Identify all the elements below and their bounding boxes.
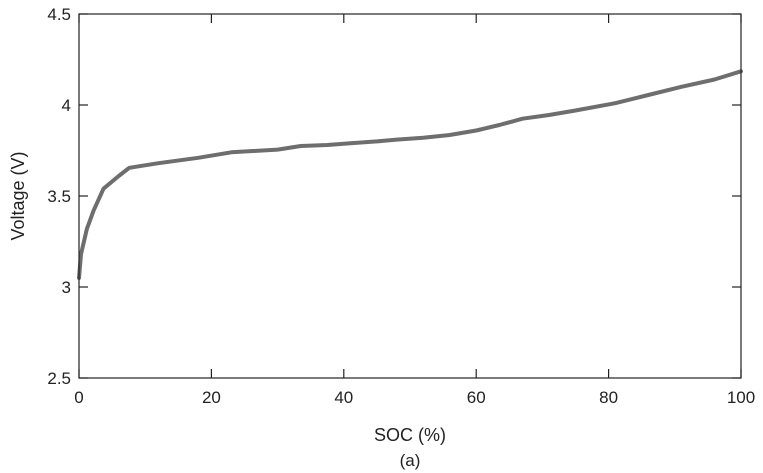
x-tick-label: 60	[467, 388, 486, 407]
plot-frame	[78, 13, 742, 379]
y-tick-label: 3	[62, 278, 71, 297]
y-axis-title: Voltage (V)	[8, 151, 28, 240]
y-tick-label: 4.5	[47, 5, 71, 24]
series-line-voltage	[77, 69, 743, 280]
figure-caption: (a)	[400, 451, 421, 470]
x-tick-label: 20	[202, 388, 221, 407]
y-tick-label: 4	[62, 96, 71, 115]
x-tick-labels: 0 20 40 60 80 100	[74, 388, 755, 407]
axis-ticks	[78, 13, 742, 379]
y-tick-label: 2.5	[47, 369, 71, 388]
x-tick-label: 0	[74, 388, 83, 407]
x-tick-label: 100	[727, 388, 755, 407]
y-tick-label: 3.5	[47, 187, 71, 206]
y-tick-labels: 2.5 3 3.5 4 4.5	[47, 5, 71, 388]
x-tick-label: 80	[599, 388, 618, 407]
x-tick-label: 40	[334, 388, 353, 407]
x-axis-title: SOC (%)	[374, 425, 446, 445]
